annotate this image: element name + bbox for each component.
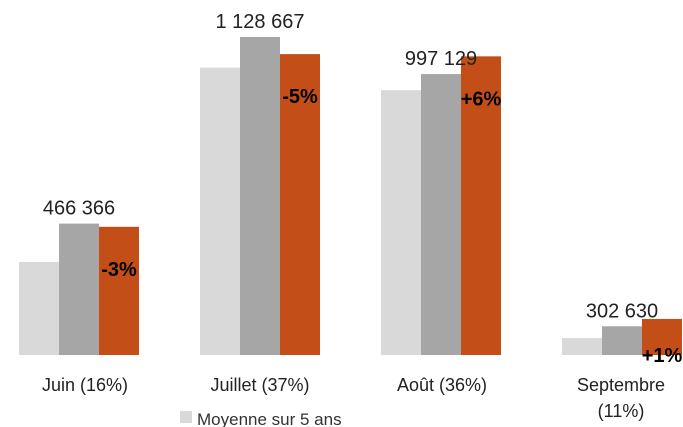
- value-label: 466 366: [43, 198, 115, 220]
- bar-3-series-2: [421, 74, 461, 355]
- bars-group: [19, 37, 682, 356]
- legend: Moyenne sur 5 ans: [180, 410, 342, 427]
- bar-3-series-1: [381, 90, 421, 355]
- legend-label: Moyenne sur 5 ans: [197, 410, 342, 427]
- change-label: +6%: [461, 88, 502, 110]
- value-label: 997 129: [405, 48, 477, 70]
- category-label: Juin (16%): [42, 375, 128, 395]
- bar-1-series-3: [99, 226, 139, 355]
- change-label: -5%: [282, 86, 318, 108]
- bar-1-series-2: [59, 223, 99, 355]
- change-label: -3%: [101, 259, 137, 281]
- labels-group: 466 366 -3% Juin (16%) 1 128 667 -5% Juillet …: [42, 11, 683, 421]
- bar-4-series-1: [562, 338, 602, 355]
- bar-4-series-3: [642, 318, 682, 355]
- bar-4-series-2: [602, 326, 642, 355]
- change-label: +1%: [642, 345, 683, 367]
- bar-3-series-3: [461, 56, 501, 356]
- category-label: Juillet (37%): [210, 375, 309, 395]
- category-label: Août (36%): [397, 375, 487, 395]
- bar-2-series-3: [280, 54, 320, 355]
- bar-1-series-1: [19, 262, 59, 355]
- legend-swatch: [180, 411, 192, 423]
- bar-2-series-2: [240, 37, 280, 355]
- bar-2-series-1: [200, 67, 240, 355]
- value-label: 302 630: [586, 300, 658, 322]
- value-label: 1 128 667: [216, 11, 305, 33]
- category-label: Septembre (11%): [577, 375, 665, 421]
